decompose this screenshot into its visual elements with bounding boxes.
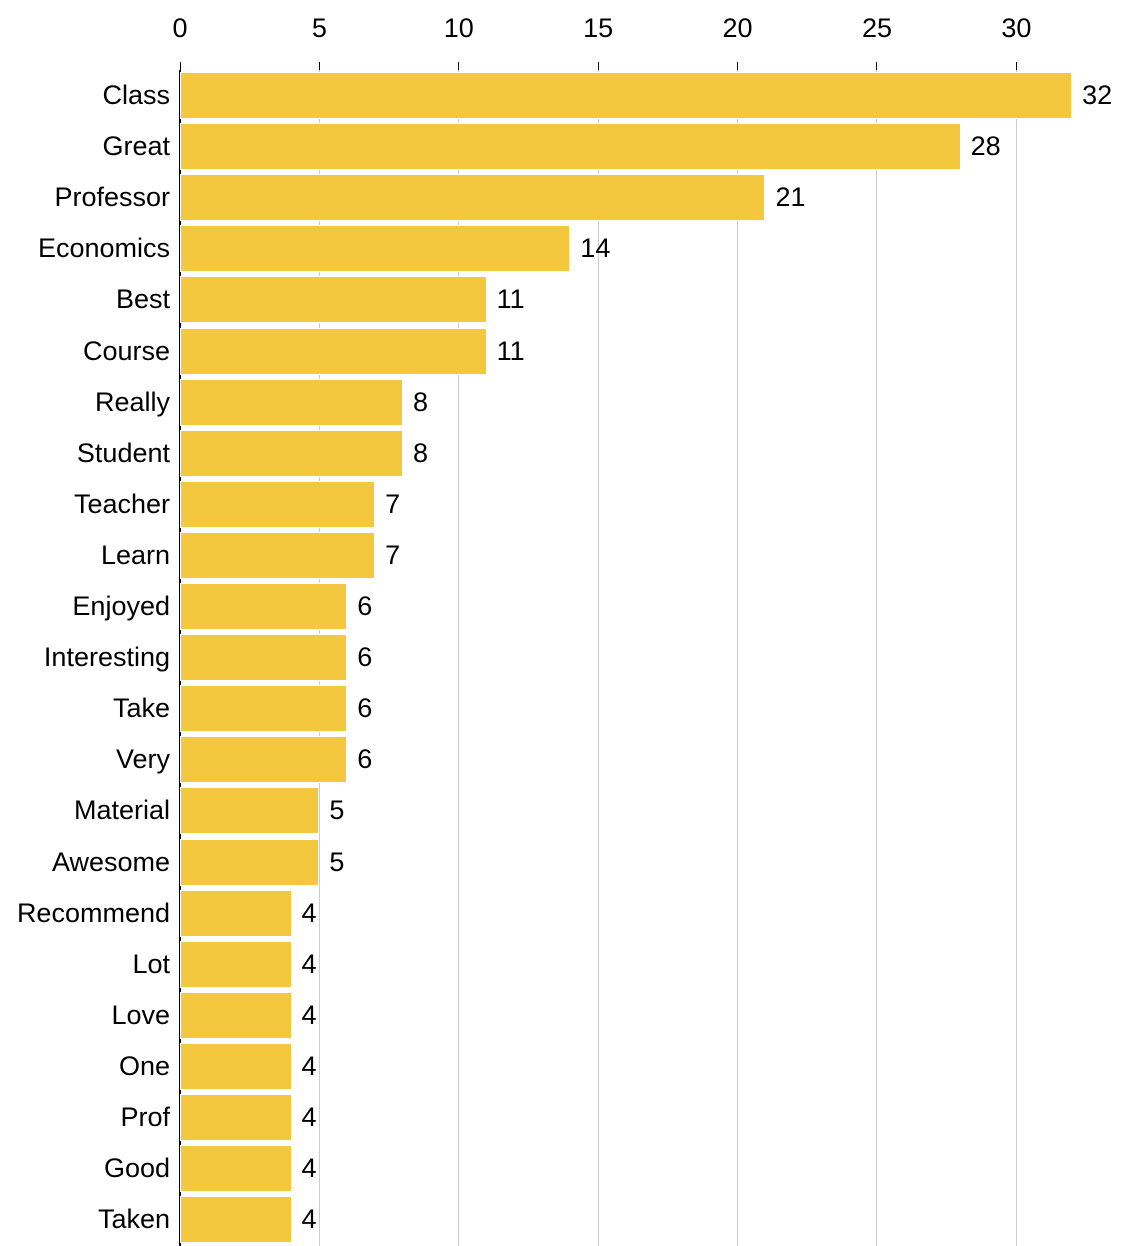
bar-category-label: Lot (132, 949, 170, 980)
bar (180, 72, 1072, 119)
bar-category-label: Awesome (52, 847, 170, 878)
bar (180, 583, 347, 630)
bar-value-label: 21 (775, 182, 805, 213)
bar (180, 1196, 292, 1243)
bar (180, 992, 292, 1039)
bar-value-label: 4 (302, 949, 317, 980)
bar (180, 328, 487, 375)
x-tick-label: 20 (723, 13, 753, 44)
bar-category-label: Very (116, 744, 170, 775)
gridline (1016, 70, 1017, 1246)
bar-value-label: 6 (357, 693, 372, 724)
bar-value-label: 5 (329, 795, 344, 826)
bar-value-label: 8 (413, 438, 428, 469)
bar-chart: 0 5 10 15 20 25 30 Class 32 Great 28 Professor 21 Eco… (0, 0, 1130, 1246)
bar-value-label: 6 (357, 744, 372, 775)
bar-category-label: Professor (54, 182, 170, 213)
bar-category-label: Material (74, 795, 170, 826)
bar-value-label: 4 (302, 898, 317, 929)
bar-category-label: One (119, 1051, 170, 1082)
bar-category-label: Course (83, 336, 170, 367)
x-tick-mark (458, 62, 459, 70)
bar (180, 276, 487, 323)
bar (180, 685, 347, 732)
bar-category-label: Student (77, 438, 170, 469)
bar (180, 634, 347, 681)
bar-value-label: 5 (329, 847, 344, 878)
bar-value-label: 7 (385, 489, 400, 520)
bar-category-label: Class (102, 80, 170, 111)
gridline (737, 70, 738, 1246)
bar-value-label: 6 (357, 591, 372, 622)
bar-value-label: 6 (357, 642, 372, 673)
bar (180, 941, 292, 988)
x-tick-mark (598, 62, 599, 70)
bar-value-label: 11 (497, 336, 525, 367)
bar-category-label: Great (102, 131, 170, 162)
bar (180, 1145, 292, 1192)
x-tick-mark (737, 62, 738, 70)
bar-category-label: Interesting (44, 642, 170, 673)
x-tick-label: 0 (172, 13, 187, 44)
bar-value-label: 14 (580, 233, 610, 264)
bar-value-label: 8 (413, 387, 428, 418)
bar-category-label: Best (116, 284, 170, 315)
bar (180, 225, 570, 272)
bar-value-label: 28 (971, 131, 1001, 162)
bar-value-label: 4 (302, 1153, 317, 1184)
bar-category-label: Take (113, 693, 170, 724)
bar-category-label: Economics (38, 233, 170, 264)
bar (180, 532, 375, 579)
bar-value-label: 4 (302, 1000, 317, 1031)
bar (180, 839, 319, 886)
bar (180, 736, 347, 783)
x-tick-mark (876, 62, 877, 70)
bar-category-label: Taken (98, 1204, 170, 1235)
bar-category-label: Teacher (74, 489, 170, 520)
x-tick-mark (319, 62, 320, 70)
bar-value-label: 4 (302, 1102, 317, 1133)
gridline (876, 70, 877, 1246)
bar-category-label: Enjoyed (72, 591, 170, 622)
bar (180, 1043, 292, 1090)
bar (180, 379, 403, 426)
x-tick-label: 30 (1001, 13, 1031, 44)
bar-value-label: 4 (302, 1051, 317, 1082)
bar-category-label: Recommend (17, 898, 170, 929)
bar-value-label: 11 (497, 284, 525, 315)
bar (180, 430, 403, 477)
bar-category-label: Prof (120, 1102, 170, 1133)
bar (180, 174, 765, 221)
x-tick-label: 10 (444, 13, 474, 44)
bar-category-label: Good (104, 1153, 170, 1184)
bar-category-label: Learn (101, 540, 170, 571)
bar (180, 787, 319, 834)
x-tick-mark (1016, 62, 1017, 70)
bar-value-label: 7 (385, 540, 400, 571)
bar (180, 890, 292, 937)
bar-category-label: Really (95, 387, 170, 418)
bar (180, 123, 961, 170)
x-tick-label: 5 (312, 13, 327, 44)
x-tick-label: 15 (583, 13, 613, 44)
x-tick-label: 25 (862, 13, 892, 44)
bar-category-label: Love (111, 1000, 170, 1031)
bar-value-label: 32 (1082, 80, 1112, 111)
bar (180, 1094, 292, 1141)
bar (180, 481, 375, 528)
bar-value-label: 4 (302, 1204, 317, 1235)
x-tick-mark (180, 62, 181, 70)
